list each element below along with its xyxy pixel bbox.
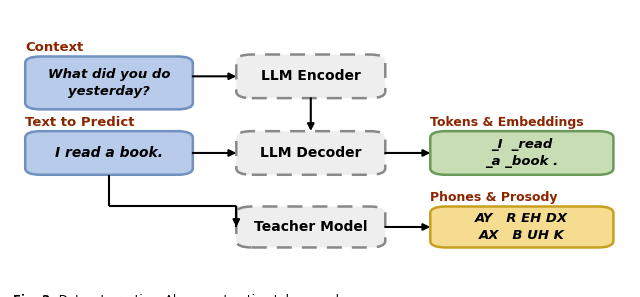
FancyBboxPatch shape	[25, 56, 193, 109]
Text: LLM Decoder: LLM Decoder	[260, 146, 362, 160]
FancyBboxPatch shape	[430, 131, 613, 175]
Text: Fig. 2:: Fig. 2:	[13, 294, 55, 297]
FancyBboxPatch shape	[25, 131, 193, 175]
Text: AY   R EH DX
AX   B UH K: AY R EH DX AX B UH K	[476, 212, 568, 242]
Text: Text to Predict: Text to Predict	[25, 116, 134, 129]
FancyBboxPatch shape	[236, 206, 385, 247]
Text: What did you do
yesterday?: What did you do yesterday?	[48, 68, 170, 98]
Text: Dataset creation. Above: extracting tokens and con: Dataset creation. Above: extracting toke…	[55, 294, 364, 297]
Text: I read a book.: I read a book.	[55, 146, 163, 160]
FancyBboxPatch shape	[236, 55, 385, 98]
Text: Phones & Prosody: Phones & Prosody	[430, 191, 558, 204]
Text: Teacher Model: Teacher Model	[254, 220, 367, 234]
Text: Context: Context	[25, 41, 83, 54]
FancyBboxPatch shape	[430, 206, 613, 247]
Text: _I  _read
_a _book .: _I _read _a _book .	[485, 138, 559, 168]
FancyBboxPatch shape	[236, 131, 385, 175]
Text: Tokens & Embeddings: Tokens & Embeddings	[430, 116, 584, 129]
Text: LLM Encoder: LLM Encoder	[261, 69, 361, 83]
